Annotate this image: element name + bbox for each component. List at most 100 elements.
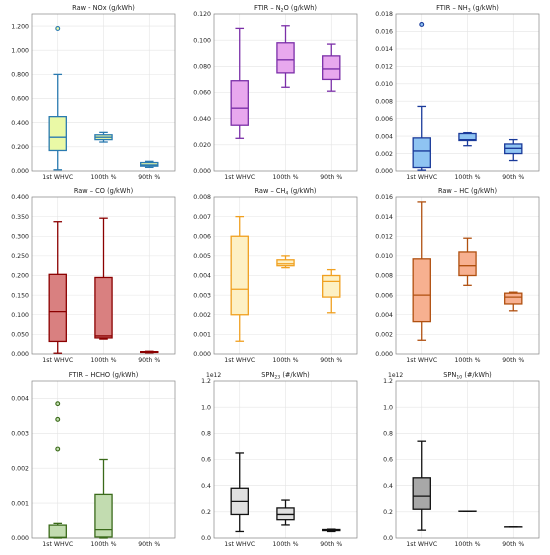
y-tick-label: 0.2 <box>383 509 393 516</box>
y-tick-label: 0.8 <box>201 431 211 438</box>
box-100th- <box>277 256 294 268</box>
subplot-5: 0.0000.0010.0020.0030.0040.0050.0060.007… <box>193 187 357 364</box>
y-tick-label: 0.003 <box>193 292 211 299</box>
box-90th- <box>505 140 522 161</box>
x-tick-label: 90th % <box>138 541 160 548</box>
x-tick-label: 1st WHVC <box>224 541 255 548</box>
iqr-box <box>49 525 66 538</box>
box-90th- <box>323 44 340 91</box>
y-tick-label: 0.002 <box>193 312 211 319</box>
y-tick-label: 0.2 <box>201 509 211 516</box>
box-1st-whvc <box>231 217 248 342</box>
box-100th- <box>95 132 112 142</box>
x-tick-label: 1st WHVC <box>406 357 437 364</box>
chart-title: SPN23 (#/kWh) <box>261 371 309 381</box>
box-1st-whvc <box>231 453 248 531</box>
outlier-point <box>56 447 60 451</box>
chart-title: Raw – CO (g/kWh) <box>74 187 133 195</box>
iqr-box <box>49 117 66 151</box>
y-tick-label: 0.060 <box>193 90 211 97</box>
y-tick-label: 0.002 <box>375 332 393 339</box>
y-tick-label: 0.8 <box>383 431 393 438</box>
y-tick-label: 0.000 <box>193 351 211 358</box>
outlier-point <box>56 417 60 421</box>
x-tick-label: 90th % <box>320 174 342 181</box>
y-tick-label: 0.010 <box>375 81 393 88</box>
y-tick-label: 0.001 <box>11 500 29 507</box>
x-tick-label: 100th % <box>454 174 480 181</box>
x-tick-label: 90th % <box>502 174 524 181</box>
y-tick-label: 0.250 <box>11 253 29 260</box>
box-90th- <box>323 529 340 531</box>
box-1st-whvc <box>413 441 430 530</box>
box-100th- <box>277 500 294 525</box>
x-tick-label: 90th % <box>502 357 524 364</box>
iqr-box <box>505 293 522 304</box>
x-tick-label: 100th % <box>90 174 116 181</box>
x-tick-label: 100th % <box>454 541 480 548</box>
y-tick-label: 0.6 <box>201 457 211 464</box>
chart-title: Raw – CH4 (g/kWh) <box>254 187 316 197</box>
iqr-box <box>231 81 248 125</box>
y-tick-label: 0.004 <box>193 273 211 280</box>
x-tick-label: 100th % <box>90 541 116 548</box>
subplot-4: 0.0000.0500.1000.1500.2000.2500.3000.350… <box>11 187 175 364</box>
y-tick-label: 0.004 <box>375 133 393 140</box>
x-tick-label: 100th % <box>90 357 116 364</box>
y-tick-label: 0.005 <box>193 253 211 260</box>
x-tick-label: 1st WHVC <box>42 357 73 364</box>
y-tick-label: 0.150 <box>11 292 29 299</box>
y-tick-label: 0.012 <box>375 233 393 240</box>
outlier-point <box>56 27 60 31</box>
iqr-box <box>277 43 294 73</box>
x-tick-label: 100th % <box>272 541 298 548</box>
iqr-box <box>413 259 430 322</box>
y-tick-label: 0.6 <box>383 457 393 464</box>
y-tick-label: 0.000 <box>11 351 29 358</box>
chart-title: FTIR – NH3 (g/kWh) <box>436 4 499 14</box>
y-tick-label: 0.006 <box>375 292 393 299</box>
y-tick-label: 0.002 <box>375 151 393 158</box>
box-90th- <box>323 270 340 313</box>
y-tick-label: 0.003 <box>11 431 29 438</box>
y-tick-label: 0.004 <box>11 396 29 403</box>
outlier-point <box>420 23 424 27</box>
y-tick-label: 0.016 <box>375 194 393 201</box>
y-tick-label: 0.016 <box>375 29 393 36</box>
x-tick-label: 90th % <box>320 357 342 364</box>
y-tick-label: 1.2 <box>201 378 211 385</box>
axis-multiplier: 1e12 <box>206 372 221 379</box>
iqr-box <box>49 274 66 341</box>
y-tick-label: 0.018 <box>375 11 393 18</box>
y-tick-label: 0.012 <box>375 64 393 71</box>
y-tick-label: 0.050 <box>11 332 29 339</box>
iqr-box <box>95 277 112 337</box>
box-100th- <box>277 26 294 87</box>
y-tick-label: 0.000 <box>11 535 29 542</box>
y-tick-label: 1.0 <box>201 404 211 411</box>
y-tick-label: 0.0 <box>201 535 211 542</box>
iqr-box <box>413 478 430 509</box>
y-tick-label: 0.008 <box>375 98 393 105</box>
y-tick-label: 0.008 <box>375 273 393 280</box>
iqr-box <box>95 494 112 537</box>
iqr-box <box>459 252 476 276</box>
y-tick-label: 0.000 <box>193 168 211 175</box>
y-tick-label: 1.2 <box>383 378 393 385</box>
iqr-box <box>277 508 294 520</box>
iqr-box <box>231 236 248 315</box>
y-tick-label: 1.200 <box>11 23 29 30</box>
y-tick-label: 0.200 <box>11 144 29 151</box>
box-100th- <box>95 460 112 539</box>
x-tick-label: 1st WHVC <box>42 174 73 181</box>
chart-title: FTIR – HCHO (g/kWh) <box>69 371 139 379</box>
y-tick-label: 0.001 <box>193 332 211 339</box>
y-tick-label: 0.400 <box>11 120 29 127</box>
y-tick-label: 0.014 <box>375 214 393 221</box>
outlier-point <box>56 402 60 406</box>
x-tick-label: 100th % <box>272 357 298 364</box>
y-tick-label: 0.000 <box>375 168 393 175</box>
y-tick-label: 0.200 <box>11 273 29 280</box>
